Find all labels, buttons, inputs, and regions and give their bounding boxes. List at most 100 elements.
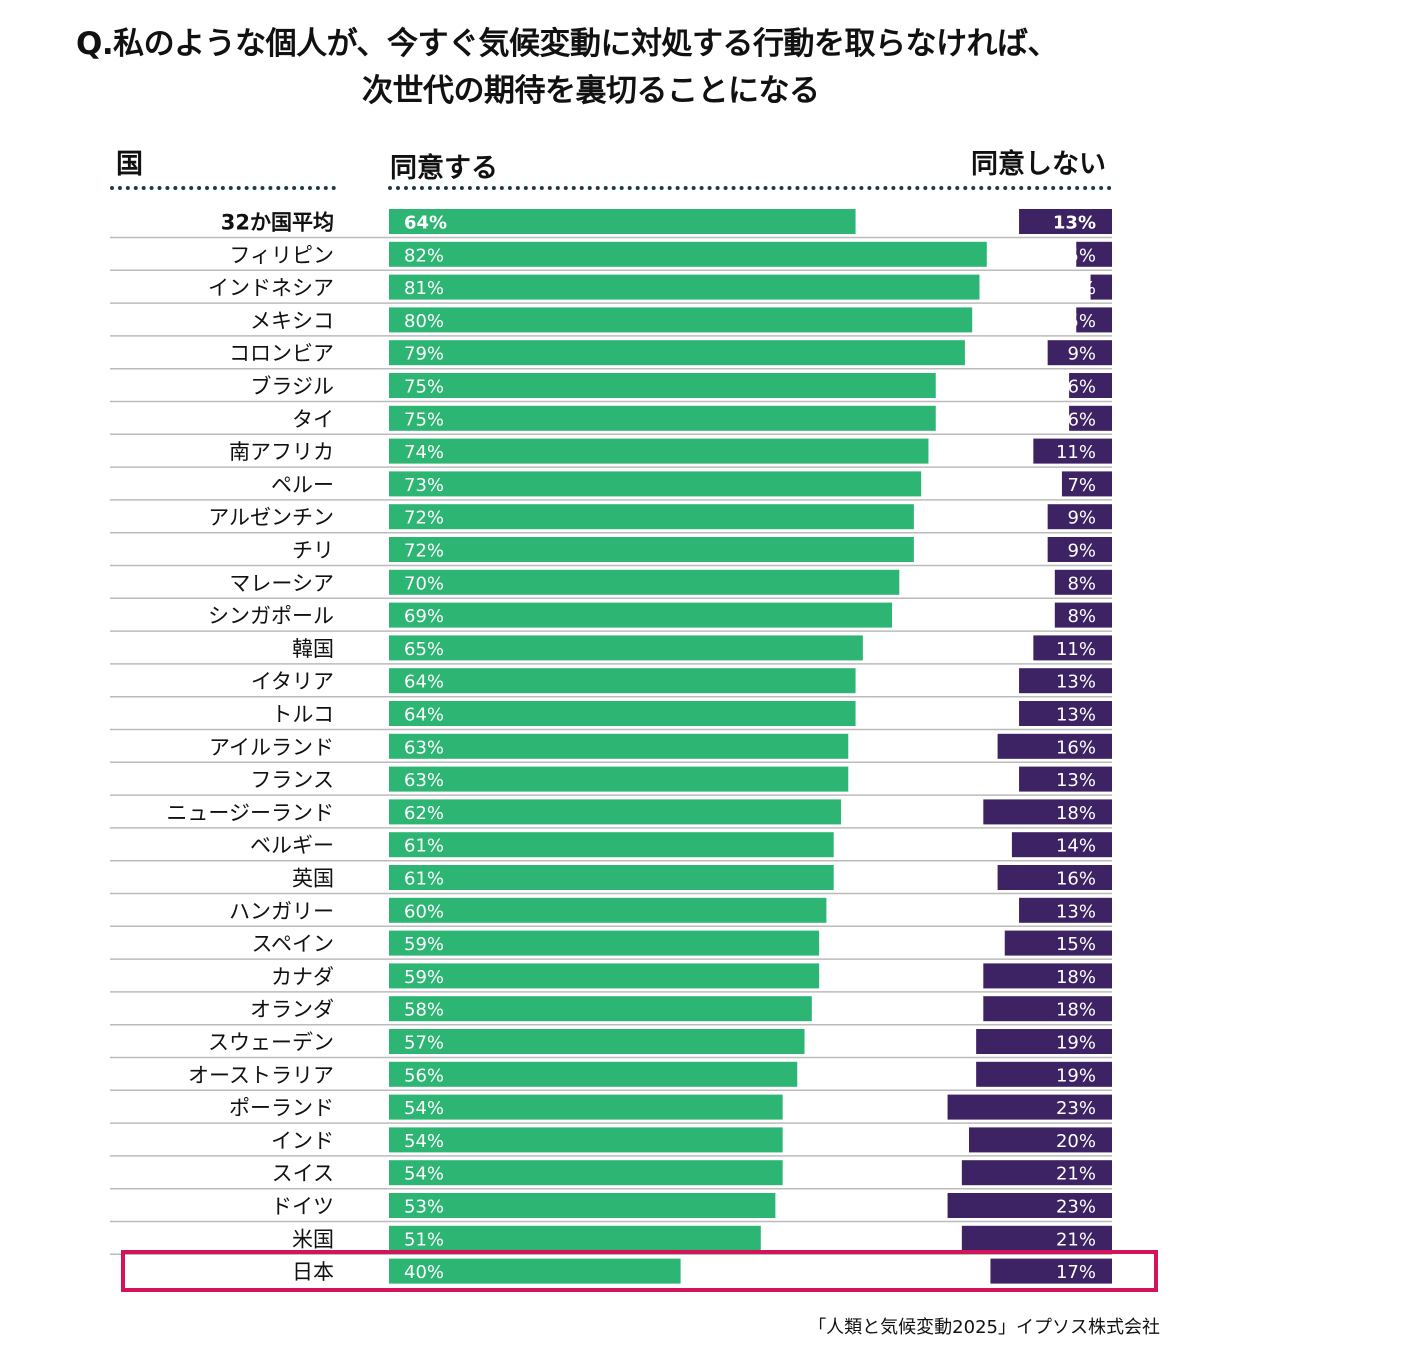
agree-value-label: 69% <box>404 606 444 627</box>
agree-value-label: 54% <box>404 1164 444 1185</box>
agree-bar <box>389 602 893 628</box>
disagree-bar <box>1054 569 1112 595</box>
country-label: 韓国 <box>292 637 334 661</box>
disagree-value-label: 13% <box>1056 901 1096 922</box>
country-label: 南アフリカ <box>229 440 334 464</box>
disagree-bar <box>1004 930 1112 956</box>
agree-value-label: 72% <box>404 541 444 562</box>
country-label: アイルランド <box>209 735 334 759</box>
chart-title-line2: 次世代の期待を裏切ることになる <box>362 73 820 109</box>
disagree-bar <box>1033 438 1112 464</box>
agree-bar <box>389 1061 798 1087</box>
agree-bar <box>389 438 929 464</box>
agree-bar <box>389 865 834 890</box>
country-label: 日本 <box>292 1260 334 1284</box>
country-label: 英国 <box>292 867 334 891</box>
agree-bar <box>389 897 827 923</box>
agree-bar <box>389 832 834 858</box>
country-label: イタリア <box>251 670 334 694</box>
agree-bar <box>389 996 812 1022</box>
disagree-column-header: 同意しない <box>971 149 1106 180</box>
agree-bar <box>389 963 820 989</box>
country-label: オランダ <box>250 998 334 1022</box>
agree-bar <box>389 668 856 694</box>
agree-value-label: 73% <box>404 475 444 496</box>
country-label: ベルギー <box>250 834 334 858</box>
disagree-value-label: 6% <box>1067 377 1096 398</box>
source-credit: 「人類と気候変動2025」イプソス株式会社 <box>808 1317 1160 1338</box>
agree-value-label: 72% <box>404 508 444 529</box>
disagree-bar <box>1011 832 1112 858</box>
agree-bar <box>389 241 987 267</box>
agree-bar <box>389 537 914 562</box>
country-label: インドネシア <box>208 276 334 300</box>
agree-value-label: 81% <box>404 278 444 299</box>
header-divider-right <box>388 186 1112 190</box>
disagree-value-label: 18% <box>1056 1000 1096 1021</box>
disagree-value-label: 6% <box>1067 409 1096 430</box>
country-label: シンガポール <box>208 604 334 628</box>
disagree-value-label: 21% <box>1056 1229 1096 1250</box>
disagree-value-label: 8% <box>1067 606 1096 627</box>
disagree-value-label: 14% <box>1056 836 1096 857</box>
agree-bar <box>389 1258 681 1284</box>
disagree-value-label: 21% <box>1056 1164 1096 1185</box>
country-label: ニュージーランド <box>166 801 334 825</box>
agree-value-label: 64% <box>404 213 447 234</box>
country-label: フランス <box>250 768 334 792</box>
agree-value-label: 62% <box>404 803 444 824</box>
country-label: カナダ <box>271 965 334 989</box>
disagree-bar <box>961 1225 1112 1251</box>
disagree-bar <box>1047 340 1112 366</box>
disagree-bar <box>961 1160 1112 1186</box>
disagree-value-label: 11% <box>1056 442 1096 463</box>
disagree-value-label: 11% <box>1056 639 1096 660</box>
disagree-value-label: 18% <box>1056 803 1096 824</box>
disagree-value-label: 5% <box>1067 311 1096 332</box>
disagree-bar <box>1076 307 1112 333</box>
agree-bar <box>389 930 820 956</box>
disagree-value-label: 13% <box>1056 672 1096 693</box>
agree-bar <box>389 799 841 825</box>
agree-value-label: 82% <box>404 245 444 266</box>
disagree-value-label: 13% <box>1056 705 1096 726</box>
disagree-bar <box>983 996 1112 1022</box>
country-label: メキシコ <box>250 309 334 333</box>
disagree-bar <box>983 963 1112 989</box>
disagree-bar <box>1069 373 1112 398</box>
header-divider-left <box>110 186 336 190</box>
disagree-bar <box>969 1127 1112 1153</box>
disagree-value-label: 15% <box>1056 934 1096 955</box>
country-label: トルコ <box>271 703 334 727</box>
agree-bar <box>389 373 936 398</box>
agree-value-label: 59% <box>404 967 444 988</box>
agree-value-label: 40% <box>404 1262 444 1283</box>
country-label: タイ <box>292 407 334 431</box>
agree-value-label: 74% <box>404 442 444 463</box>
disagree-bar <box>1047 537 1112 562</box>
disagree-bar <box>1019 209 1112 234</box>
disagree-value-label: 18% <box>1056 967 1096 988</box>
disagree-value-label: 13% <box>1053 213 1096 234</box>
agree-bar <box>389 340 965 366</box>
disagree-bar <box>997 865 1112 890</box>
disagree-bar <box>947 1193 1112 1218</box>
disagree-bar <box>1019 668 1112 694</box>
country-label: フィリピン <box>229 243 334 267</box>
agree-value-label: 60% <box>404 901 444 922</box>
country-label: コロンビア <box>229 342 334 366</box>
disagree-bar <box>1019 701 1112 726</box>
disagree-value-label: 9% <box>1067 508 1096 529</box>
agree-bar <box>389 1225 761 1251</box>
agree-value-label: 75% <box>404 377 444 398</box>
agree-value-label: 79% <box>404 344 444 365</box>
agree-bar <box>389 635 863 661</box>
country-label: ポーランド <box>229 1096 334 1120</box>
country-label: マレーシア <box>229 571 334 595</box>
disagree-value-label: 3% <box>1067 278 1096 299</box>
agree-bar <box>389 1127 783 1153</box>
agree-value-label: 61% <box>404 836 444 857</box>
agree-value-label: 54% <box>404 1098 444 1119</box>
disagree-bar <box>1076 241 1112 267</box>
country-label: ペルー <box>271 473 334 497</box>
